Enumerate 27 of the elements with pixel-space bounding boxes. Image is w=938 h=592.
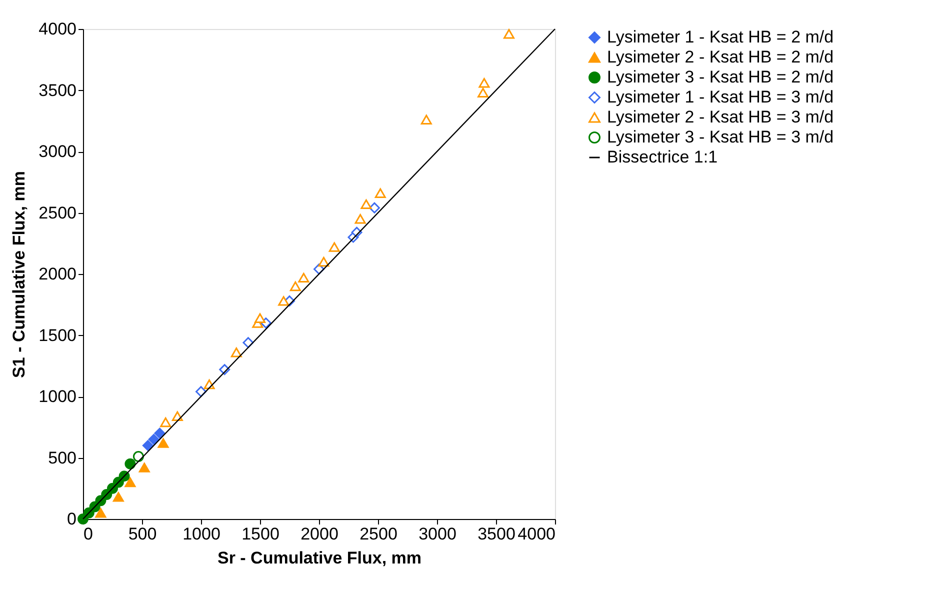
x-tick-label: 3000 xyxy=(418,524,456,544)
legend-label: Lysimeter 2 - Ksat HB = 3 m/d xyxy=(607,108,834,126)
y-tick-label: 0 xyxy=(67,510,76,528)
legend-label: Lysimeter 2 - Ksat HB = 2 m/d xyxy=(607,48,834,66)
y-tick-label: 3000 xyxy=(38,142,76,161)
y-tick-label: 2000 xyxy=(38,264,76,284)
y-axis-title: S1 - Cumulative Flux, mm xyxy=(10,171,29,378)
y-tick-label: 1500 xyxy=(38,326,76,345)
legend-label: Lysimeter 1 - Ksat HB = 3 m/d xyxy=(607,88,834,106)
legend-label: Lysimeter 3 - Ksat HB = 3 m/d xyxy=(607,128,834,146)
legend-label: Bissectrice 1:1 xyxy=(607,148,718,166)
x-axis-title: Sr - Cumulative Flux, mm xyxy=(217,548,422,568)
y-tick-label: 500 xyxy=(48,448,76,468)
legend-label: Lysimeter 1 - Ksat HB = 2 m/d xyxy=(607,28,834,46)
x-tick-label: 3500 xyxy=(478,524,516,544)
legend-label: Lysimeter 3 - Ksat HB = 2 m/d xyxy=(607,68,834,86)
y-tick-label: 4000 xyxy=(38,20,76,38)
y-tick-label: 3500 xyxy=(38,80,76,100)
x-tick-label: 2000 xyxy=(300,524,338,544)
x-tick-label: 0 xyxy=(84,524,93,544)
x-tick-label: 500 xyxy=(128,524,157,544)
y-tick-label: 2500 xyxy=(38,203,76,222)
x-tick-label: 1500 xyxy=(242,524,280,544)
x-tick-label: 2500 xyxy=(360,524,398,544)
x-tick-label: 4000 xyxy=(518,524,556,544)
x-tick-label: 1000 xyxy=(182,524,220,544)
y-tick-label: 1000 xyxy=(38,387,76,406)
